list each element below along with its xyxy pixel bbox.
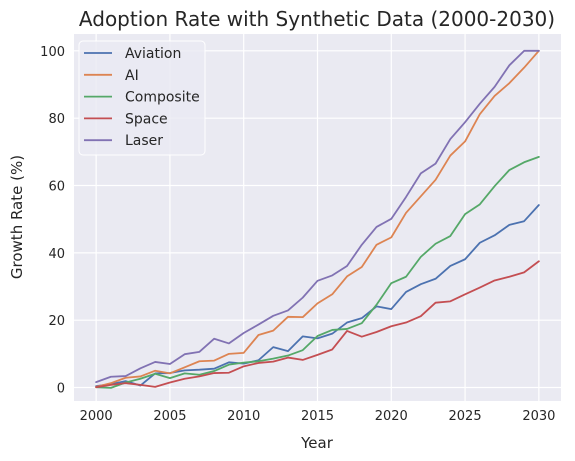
x-tick-label: 2020	[375, 409, 408, 424]
x-tick-labels: 2000 2005 2010 2015 2020 2025 2030	[80, 409, 556, 424]
legend-label: Composite	[125, 90, 200, 106]
x-tick-label: 2030	[522, 409, 555, 424]
x-tick-label: 2005	[153, 409, 186, 424]
series-line-laser	[95, 49, 540, 384]
x-tick-label: 2010	[227, 409, 260, 424]
x-tick-label: 2000	[80, 409, 113, 424]
series-line-ai	[95, 49, 540, 388]
series-line-space	[95, 260, 540, 389]
y-tick-label: 80	[48, 112, 65, 127]
chart-title: Adoption Rate with Synthetic Data (2000-…	[79, 7, 555, 31]
legend-label: Space	[125, 111, 168, 127]
legend: Aviation AI Composite Space Laser	[78, 40, 206, 156]
y-tick-label: 0	[57, 382, 65, 397]
legend-box	[78, 40, 206, 156]
y-axis-label: Growth Rate (%)	[8, 155, 26, 279]
x-tick-label: 2025	[449, 409, 482, 424]
y-tick-labels: 0 20 40 60 80 100	[40, 45, 65, 397]
y-tick-label: 40	[48, 247, 65, 262]
legend-label: Laser	[125, 133, 163, 149]
x-tick-label: 2015	[301, 409, 334, 424]
x-axis-label: Year	[300, 434, 334, 452]
y-tick-label: 60	[48, 180, 65, 195]
legend-label: AI	[125, 68, 139, 84]
series-layer	[95, 49, 540, 389]
legend-label: Aviation	[125, 46, 181, 62]
y-tick-label: 20	[48, 314, 65, 329]
y-tick-label: 100	[40, 45, 65, 60]
series-line-composite	[95, 155, 540, 389]
